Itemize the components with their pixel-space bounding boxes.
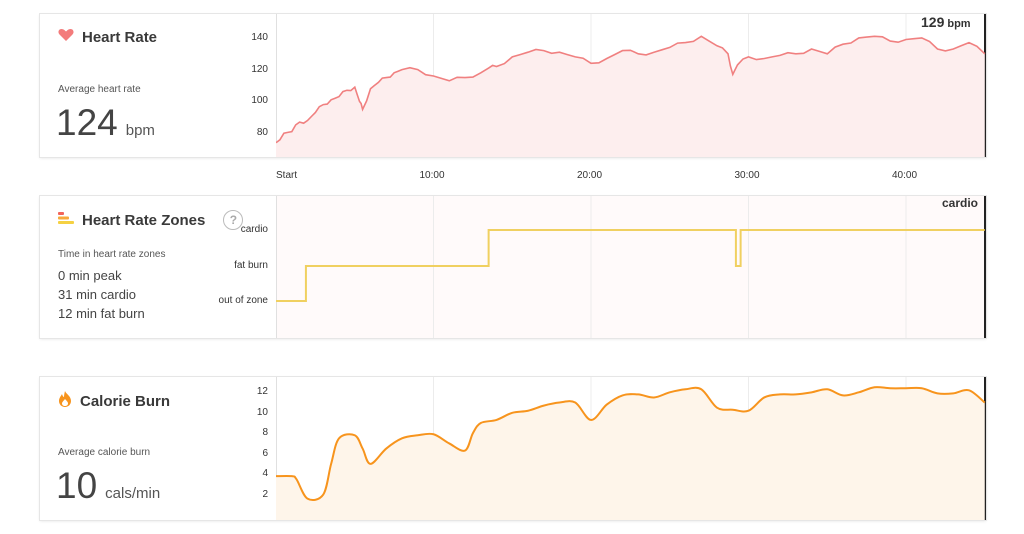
y-tick-label: 100	[251, 95, 268, 107]
y-tick-label: 8	[262, 427, 268, 439]
help-icon[interactable]: ?	[223, 210, 244, 230]
zones-line	[276, 229, 985, 302]
heart-rate-average-value: 124	[56, 102, 118, 143]
calorie-burn-card: Calorie Burn Average calorie burn 10 cals…	[40, 377, 986, 520]
zones-subtitle: Time in heart rate zones	[58, 249, 166, 260]
calorie-average-unit: cals/min	[105, 485, 161, 502]
heart-rate-average-unit: bpm	[125, 122, 155, 139]
zone-label: out of zone	[218, 295, 268, 306]
zones-icon	[58, 211, 74, 230]
calorie-average-value: 10	[56, 465, 98, 506]
zones-chart	[276, 196, 986, 338]
calorie-area	[276, 387, 985, 520]
x-tick-label: 20:00	[577, 170, 603, 181]
heart-rate-plot[interactable]	[276, 14, 986, 157]
heart-rate-average: 124 bpm	[56, 102, 155, 144]
heart-rate-title: Heart Rate	[82, 29, 158, 46]
heart-rate-current-value: 129	[921, 14, 945, 30]
y-tick-label: 140	[251, 31, 268, 43]
x-tick-label: Start	[276, 170, 298, 181]
heart-rate-subtitle: Average heart rate	[58, 84, 141, 95]
x-tick-label: 10:00	[419, 170, 445, 181]
zones-header: Heart Rate Zones ?	[58, 210, 244, 230]
calorie-line	[276, 386, 986, 501]
zones-current: cardio	[942, 196, 979, 210]
zones-plot[interactable]	[276, 196, 986, 338]
heart-rate-chart	[276, 14, 986, 157]
heart-rate-header: Heart Rate	[58, 28, 157, 47]
zone-fat-burn: 12 min fat burn	[58, 306, 145, 321]
y-tick-label: 6	[262, 447, 268, 459]
calorie-header: Calorie Burn	[58, 391, 170, 412]
zone-label: fat burn	[234, 260, 268, 271]
x-tick-label: 30:00	[734, 170, 760, 181]
heart-rate-card: Heart Rate Average heart rate 124 bpm 129…	[40, 14, 986, 157]
calorie-title: Calorie Burn	[80, 393, 171, 410]
zone-label: cardio	[240, 224, 268, 235]
y-tick-label: 12	[256, 386, 268, 398]
zones-title: Heart Rate Zones	[82, 211, 206, 229]
calorie-chart	[276, 377, 986, 520]
calorie-average: 10 cals/min	[56, 465, 160, 507]
zone-cardio: 31 min cardio	[58, 287, 137, 302]
x-tick-label: 40:00	[892, 170, 918, 181]
y-tick-label: 80	[256, 127, 268, 139]
heart-rate-area	[276, 36, 985, 157]
calorie-plot[interactable]	[276, 377, 986, 520]
y-tick-label: 120	[251, 63, 268, 75]
y-tick-label: 2	[262, 488, 268, 500]
y-tick-label: 10	[256, 406, 268, 418]
heart-rate-current: 129 bpm	[921, 14, 971, 30]
calorie-subtitle: Average calorie burn	[58, 447, 151, 458]
heart-rate-line	[276, 35, 986, 144]
heart-rate-current-unit: bpm	[947, 18, 971, 30]
zone-peak: 0 min peak	[58, 268, 122, 283]
heart-icon	[58, 28, 74, 47]
flame-icon	[58, 391, 72, 412]
heart-rate-zones-card: Heart Rate Zones ? Time in heart rate zo…	[40, 196, 986, 338]
y-tick-label: 4	[262, 468, 268, 480]
